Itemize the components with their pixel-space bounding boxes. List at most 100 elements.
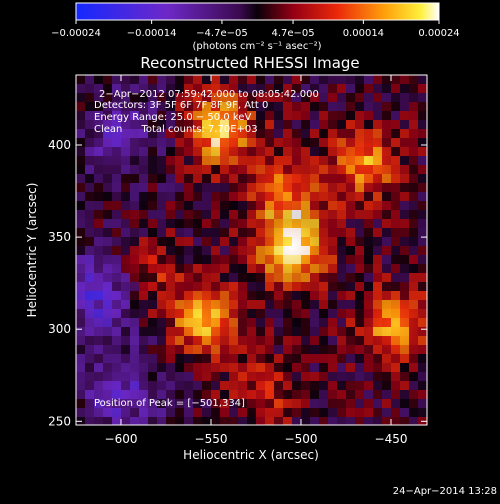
heatmap-cell: [274, 300, 283, 309]
heatmap-cell: [292, 111, 301, 120]
heatmap-cell: [148, 417, 157, 425]
heatmap-cell: [202, 111, 211, 120]
heatmap-cell: [175, 165, 184, 174]
heatmap-cell: [328, 336, 337, 345]
heatmap-cell: [391, 327, 400, 336]
heatmap-cell: [166, 390, 175, 399]
heatmap-cell: [373, 237, 382, 246]
heatmap-cell: [301, 147, 310, 156]
heatmap-cell: [121, 327, 130, 336]
heatmap-cell: [364, 120, 373, 129]
heatmap-cell: [238, 228, 247, 237]
heatmap-cell: [409, 318, 418, 327]
heatmap-cell: [364, 156, 373, 165]
heatmap-cell: [400, 273, 409, 282]
heatmap-cell: [112, 246, 121, 255]
heatmap-cell: [175, 201, 184, 210]
heatmap-cell: [265, 228, 274, 237]
heatmap-cell: [166, 327, 175, 336]
heatmap-cell: [301, 75, 310, 84]
heatmap-cell: [157, 165, 166, 174]
heatmap-cell: [283, 93, 292, 102]
heatmap-cell: [364, 129, 373, 138]
heatmap-cell: [355, 246, 364, 255]
heatmap-cell: [283, 138, 292, 147]
heatmap-cell: [229, 138, 238, 147]
x-axis-ticks: −600 −550 −500 −450: [105, 75, 407, 446]
heatmap-cell: [409, 165, 418, 174]
heatmap-cell: [202, 372, 211, 381]
heatmap-cell: [256, 174, 265, 183]
heatmap-cell: [319, 120, 328, 129]
heatmap-cell: [139, 192, 148, 201]
heatmap-cell: [247, 93, 256, 102]
heatmap-cell: [256, 228, 265, 237]
heatmap-cell: [238, 390, 247, 399]
heatmap-cell: [193, 120, 202, 129]
heatmap-cell: [382, 192, 391, 201]
heatmap-cell: [301, 381, 310, 390]
heatmap-cell: [103, 408, 112, 417]
heatmap-cell: [373, 147, 382, 156]
heatmap-cell: [229, 390, 238, 399]
heatmap-cell: [211, 354, 220, 363]
heatmap-cell: [364, 363, 373, 372]
heatmap-cell: [166, 75, 175, 84]
heatmap-cell: [220, 417, 229, 425]
heatmap-cell: [310, 183, 319, 192]
heatmap-cell: [328, 219, 337, 228]
heatmap-cell: [139, 102, 148, 111]
heatmap-cell: [418, 102, 427, 111]
heatmap-cell: [382, 84, 391, 93]
heatmap-cell: [337, 408, 346, 417]
heatmap-cell: [346, 309, 355, 318]
heatmap-cell: [166, 165, 175, 174]
heatmap-cell: [184, 390, 193, 399]
heatmap-cell: [265, 282, 274, 291]
heatmap-cell: [355, 237, 364, 246]
heatmap-cell: [130, 345, 139, 354]
annotations: 2−Apr−2012 07:59:42.000 to 08:05:42.000 …: [94, 89, 319, 409]
heatmap-cell: [328, 75, 337, 84]
heatmap-cell: [256, 345, 265, 354]
heatmap-cell: [400, 318, 409, 327]
heatmap-cell: [121, 264, 130, 273]
heatmap-cell: [256, 84, 265, 93]
heatmap-cell: [346, 75, 355, 84]
heatmap-cell: [418, 84, 427, 93]
heatmap-cell: [229, 165, 238, 174]
heatmap-cell: [418, 237, 427, 246]
heatmap-cell: [211, 174, 220, 183]
heatmap-cell: [229, 264, 238, 273]
heatmap-cell: [382, 183, 391, 192]
heatmap-cell: [76, 336, 85, 345]
heatmap-cell: [391, 372, 400, 381]
heatmap-cell: [130, 309, 139, 318]
heatmap-cell: [175, 228, 184, 237]
heatmap-cell: [121, 282, 130, 291]
colorbar: −0.00024 −0.00014 −4.7e−05 4.7e−05 0.00014 0.…: [51, 2, 460, 52]
heatmap-cell: [337, 417, 346, 425]
heatmap-cell: [76, 408, 85, 417]
heatmap-cell: [85, 309, 94, 318]
heatmap-cell: [391, 345, 400, 354]
heatmap-cell: [373, 228, 382, 237]
heatmap-cell: [247, 210, 256, 219]
heatmap-cell: [220, 174, 229, 183]
heatmap-cell: [355, 174, 364, 183]
heatmap-cell: [139, 210, 148, 219]
heatmap-cell: [148, 93, 157, 102]
heatmap-cell: [211, 156, 220, 165]
heatmap-cell: [355, 336, 364, 345]
heatmap-cell: [283, 228, 292, 237]
heatmap-cell: [139, 354, 148, 363]
heatmap-cell: [382, 399, 391, 408]
heatmap-cell: [130, 291, 139, 300]
heatmap-cell: [139, 246, 148, 255]
heatmap-cell: [337, 93, 346, 102]
heatmap-cell: [166, 399, 175, 408]
heatmap-cell: [211, 372, 220, 381]
heatmap-cell: [148, 219, 157, 228]
heatmap-cell: [337, 300, 346, 309]
